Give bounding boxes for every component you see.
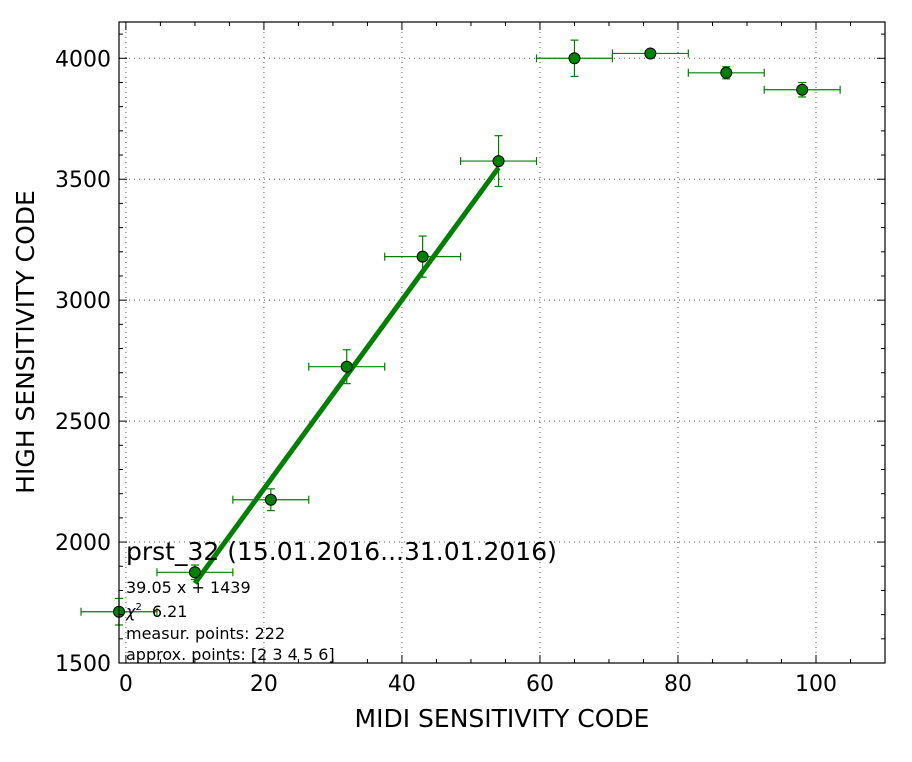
annotation-title: prst_32 (15.01.2016...31.01.2016) (126, 537, 557, 566)
chi-value: 6.21 (152, 602, 188, 621)
x-tick-label: 40 (388, 672, 416, 697)
chi-exponent: 2 (135, 602, 141, 613)
y-tick-label: 3000 (55, 289, 111, 314)
data-points (113, 47, 809, 618)
data-point (492, 155, 505, 168)
data-point (644, 47, 657, 60)
x-tick-label: 0 (119, 672, 133, 697)
data-point (340, 360, 353, 373)
y-axis-label: HIGH SENSITIVITY CODE (11, 190, 40, 494)
y-tick-label: 1500 (55, 652, 111, 677)
y-tick-label: 4000 (55, 47, 111, 72)
data-point (568, 52, 581, 65)
annotation-equation: 39.05 x + 1439 (126, 578, 251, 597)
x-tick-label: 80 (664, 672, 692, 697)
y-tick-label: 2000 (55, 531, 111, 556)
x-axis-label: MIDI SENSITIVITY CODE (355, 704, 650, 733)
data-point (188, 566, 201, 579)
grid (119, 22, 885, 664)
annotation-chi-square: χ2 6.21 (125, 602, 187, 621)
data-point (416, 250, 429, 263)
annotation-box: prst_32 (15.01.2016...31.01.2016) 39.05 … (125, 537, 557, 664)
x-tick-label: 60 (526, 672, 554, 697)
axis-ticks: 0 20 40 60 80 100 1500 2000 2500 3000 3500 4000 (55, 22, 886, 697)
chi-symbol: χ (125, 602, 136, 621)
plot-frame (118, 21, 886, 664)
y-tick-label: 3500 (55, 168, 111, 193)
data-point (796, 83, 809, 96)
data-point (264, 493, 277, 506)
annotation-measur-points: measur. points: 222 (126, 624, 285, 643)
x-tick-label: 100 (795, 672, 837, 697)
annotation-approx-points: approx. points: [2 3 4 5 6] (126, 645, 335, 664)
y-tick-label: 2500 (55, 410, 111, 435)
plot-background (119, 22, 885, 663)
data-point (720, 66, 733, 79)
x-tick-label: 20 (250, 672, 278, 697)
